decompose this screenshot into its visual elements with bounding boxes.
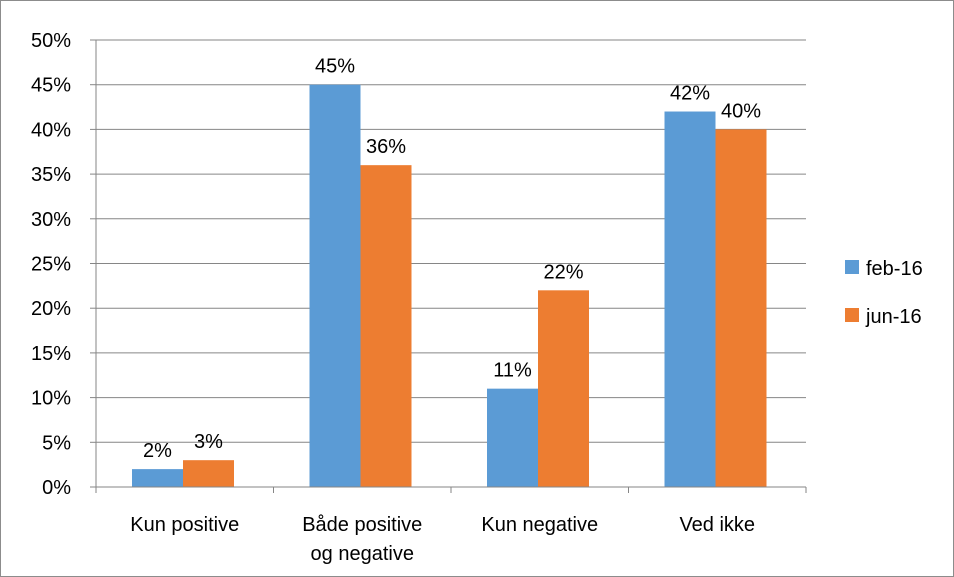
y-tick-label: 45% <box>31 75 71 97</box>
x-tick-label: Kun negative <box>481 514 598 536</box>
data-label: 11% <box>493 360 532 382</box>
y-tick-label: 50% <box>31 30 71 52</box>
data-label: 42% <box>670 83 710 105</box>
y-tick-labels: 0% 5% 10% 15% 20% 25% 30% 35% 40% 45% 50% <box>31 30 71 499</box>
legend: feb-16 jun-16 <box>845 258 923 328</box>
bar-jun-16-0 <box>183 460 234 487</box>
legend-swatch <box>845 260 859 274</box>
legend-label: jun-16 <box>865 306 922 328</box>
y-tick-label: 10% <box>31 388 71 410</box>
y-tick-label: 20% <box>31 298 71 320</box>
x-tick-label: Både positive og negative <box>302 514 422 565</box>
y-tick-label: 15% <box>31 343 71 365</box>
data-label: 2% <box>143 440 172 462</box>
data-labels: 2% 45% 11% 42% 3% 36% 22% 40% <box>143 56 761 462</box>
y-tick-label: 25% <box>31 254 71 276</box>
bars <box>132 84 767 488</box>
bar-jun-16-2 <box>538 290 589 487</box>
data-label: 45% <box>315 56 355 78</box>
axes <box>95 40 807 493</box>
y-tick-label: 35% <box>31 164 71 186</box>
y-tick-label: 5% <box>42 432 71 454</box>
x-tick-label: Ved ikke <box>679 514 755 536</box>
x-tick-labels: Kun positive Både positive og negative Kun … <box>130 514 755 565</box>
data-label: 40% <box>721 100 761 122</box>
bar-feb-16-0 <box>132 469 183 487</box>
bar-feb-16-2 <box>487 388 538 487</box>
y-tick-label: 0% <box>42 477 71 499</box>
x-tick-label: Kun positive <box>130 514 239 536</box>
y-tick-label: 30% <box>31 209 71 231</box>
legend-swatch <box>845 308 859 322</box>
data-label: 22% <box>543 261 583 283</box>
bar-feb-16-3 <box>664 111 716 488</box>
data-label: 3% <box>194 431 223 453</box>
bar-jun-16-1 <box>360 165 412 487</box>
legend-label: feb-16 <box>866 258 923 280</box>
y-tick-label: 40% <box>31 119 71 141</box>
bar-jun-16-3 <box>715 129 767 487</box>
bar-feb-16-1 <box>309 84 361 487</box>
data-label: 36% <box>366 136 406 158</box>
